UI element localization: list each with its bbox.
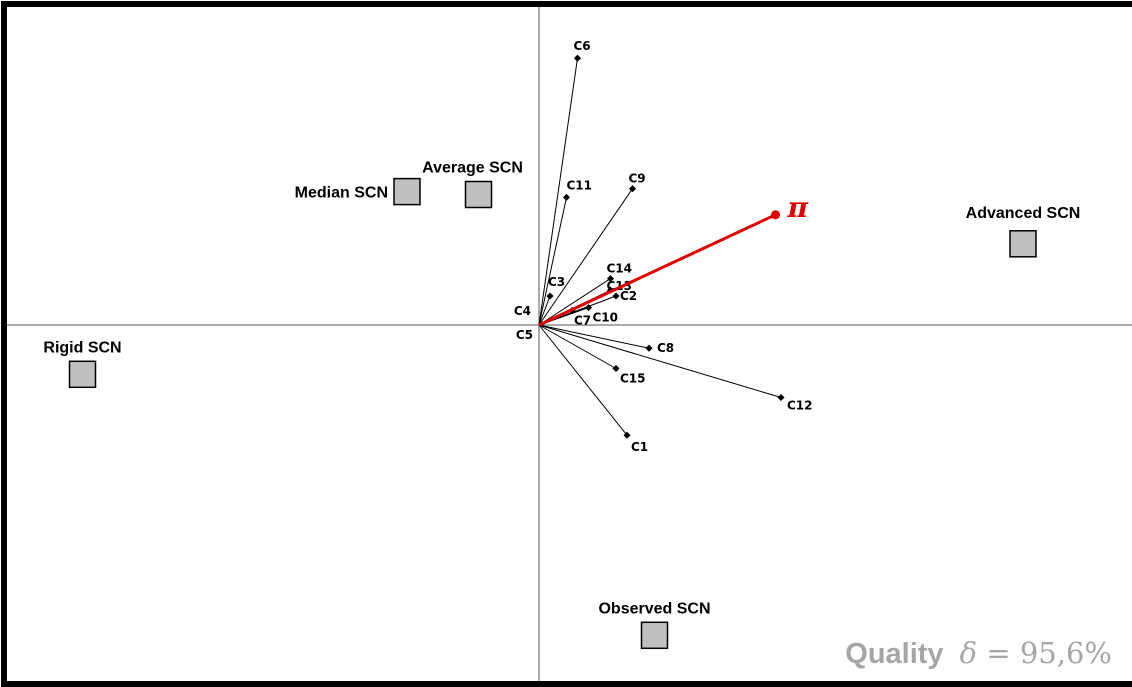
vector-label-c15: C15 (620, 372, 646, 386)
vector-label-c1: C1 (631, 440, 648, 454)
vector-point-c11 (562, 193, 571, 201)
vector-label-c11: C11 (567, 178, 593, 192)
vector-label-c2: C2 (620, 289, 637, 303)
vector-point-c8 (645, 344, 653, 352)
scn-marker-observed-scn (640, 621, 669, 650)
quality-symbol: δ (959, 636, 978, 670)
vector-line-c14 (538, 278, 611, 326)
vector-line-c3 (538, 295, 551, 326)
vector-line-c9 (538, 188, 633, 326)
scn-marker-advanced-scn (1009, 230, 1037, 258)
pi-vector-point (771, 210, 780, 220)
vector-line-c12 (538, 324, 782, 398)
quality-expression: δ = 95,6% (960, 636, 1112, 670)
vector-line-c8 (538, 324, 650, 349)
vector-label-c8: C8 (657, 341, 674, 355)
quality-value: 95,6% (1019, 636, 1112, 670)
vector-point-c1 (623, 431, 631, 439)
vector-label-c3: C3 (548, 275, 565, 289)
vector-point-c6 (573, 54, 582, 62)
vector-point-c10 (584, 304, 593, 312)
vector-point-c9 (628, 185, 637, 193)
scn-label-advanced-scn: Advanced SCN (966, 205, 1081, 222)
vector-point-c2 (612, 292, 620, 300)
quality-annotation: Quality δ = 95,6% (845, 636, 1112, 671)
vector-label-c6: C6 (574, 39, 591, 53)
quality-label: Quality (845, 638, 944, 670)
pi-vector: π (538, 191, 809, 327)
variable-vectors: C6C11C9C3C14C13C2C10C7C4C5C8C15C12C1 (514, 39, 813, 454)
vector-label-c7: C7 (574, 314, 591, 328)
supplementary-points: Median SCN Average SCN Advanced SCN Rigid S… (43, 160, 1081, 650)
vector-label-c4: C4 (514, 304, 531, 318)
vector-point-c3 (546, 292, 554, 300)
scn-label-average-scn: Average SCN (422, 160, 523, 177)
pi-vector-line (538, 213, 777, 327)
vector-line-c15 (538, 324, 617, 369)
quality-equals: = (986, 636, 1011, 670)
vector-point-c12 (777, 393, 785, 402)
vector-label-c9: C9 (629, 172, 646, 186)
scn-label-rigid-scn: Rigid SCN (43, 339, 121, 356)
vector-line-c11 (538, 197, 567, 326)
scn-marker-median-scn (393, 177, 421, 206)
scn-label-observed-scn: Observed SCN (598, 600, 710, 617)
pi-vector-label: π (787, 191, 809, 224)
vector-label-c5: C5 (516, 328, 533, 342)
scn-marker-rigid-scn (68, 360, 97, 389)
vector-label-c10: C10 (593, 311, 619, 325)
vector-line-c6 (538, 58, 578, 326)
vector-label-c12: C12 (787, 399, 813, 413)
vector-line-c1 (538, 324, 628, 436)
vector-point-c14 (606, 275, 615, 283)
scn-marker-average-scn (464, 180, 493, 209)
vector-label-c14: C14 (607, 262, 633, 276)
scn-label-median-scn: Median SCN (295, 185, 388, 202)
vector-point-c15 (612, 364, 620, 373)
